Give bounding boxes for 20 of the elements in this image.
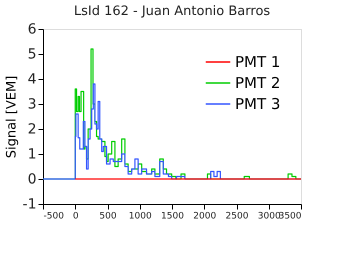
legend-label: PMT 2: [235, 74, 280, 92]
x-tick-label: 2500: [226, 212, 249, 222]
x-tick-label: -500: [44, 212, 64, 222]
x-tick-label: 1500: [161, 212, 184, 222]
x-tick-label: 0: [72, 212, 79, 222]
x-tick-label: 1000: [128, 212, 152, 222]
legend-label: PMT 3: [235, 95, 280, 113]
chart-title: LsId 162 - Juan Antonio Barros: [74, 4, 270, 19]
x-tick-label: 2000: [193, 212, 216, 222]
y-tick-label: 0: [28, 172, 36, 188]
y-axis-title: Signal [VEM]: [4, 76, 20, 158]
y-tick-label: -1: [22, 196, 36, 212]
y-tick-label: 5: [28, 46, 36, 62]
y-tick-label: 1: [28, 146, 36, 162]
y-tick-label: 6: [28, 22, 37, 38]
y-tick-label: 4: [28, 72, 37, 88]
y-tick-label: 3: [28, 96, 36, 112]
legend-label: PMT 1: [235, 53, 280, 71]
y-tick-label: 2: [28, 122, 36, 138]
x-tick-label: 500: [99, 212, 117, 222]
